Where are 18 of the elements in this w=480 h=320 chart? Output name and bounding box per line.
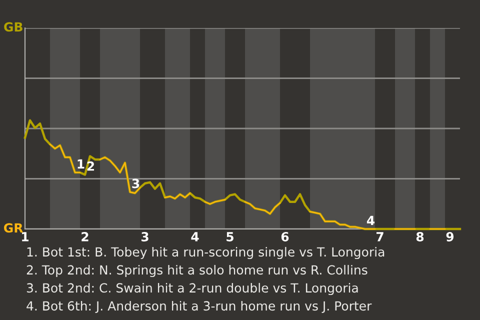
x-tick-label: 7 <box>376 232 384 242</box>
x-tick-label: 6 <box>281 232 289 242</box>
annotation: 4 <box>366 216 375 226</box>
text: 2. Top 2nd: N. Springs hit a solo home run vs R. Collins <box>26 264 368 278</box>
annotation: 3 <box>132 178 140 188</box>
text: GB <box>4 22 22 32</box>
x-tick-label: 2 <box>82 232 88 242</box>
text: 4. Bot 6th: J. Anderson hit a 3-run home run vs J. Porter <box>26 300 372 313</box>
x-tick-label: 4 <box>191 232 199 242</box>
x-tick-label: 5 <box>226 232 234 242</box>
text: 1. Bot 1st: B. Tobey hit a run-scoring single vs T. Longoria <box>27 246 384 260</box>
x-tick-label: 8 <box>416 232 424 242</box>
text: GR <box>4 223 24 233</box>
x-tick-label: 1 <box>22 232 28 242</box>
x-tick-label: 9 <box>446 232 454 242</box>
annotation: 1 <box>78 159 84 169</box>
text: 3. Bot 2nd: C. Swain hit a 2-run double vs T. Longoria <box>26 282 358 296</box>
x-tick-label: 3 <box>141 232 148 242</box>
